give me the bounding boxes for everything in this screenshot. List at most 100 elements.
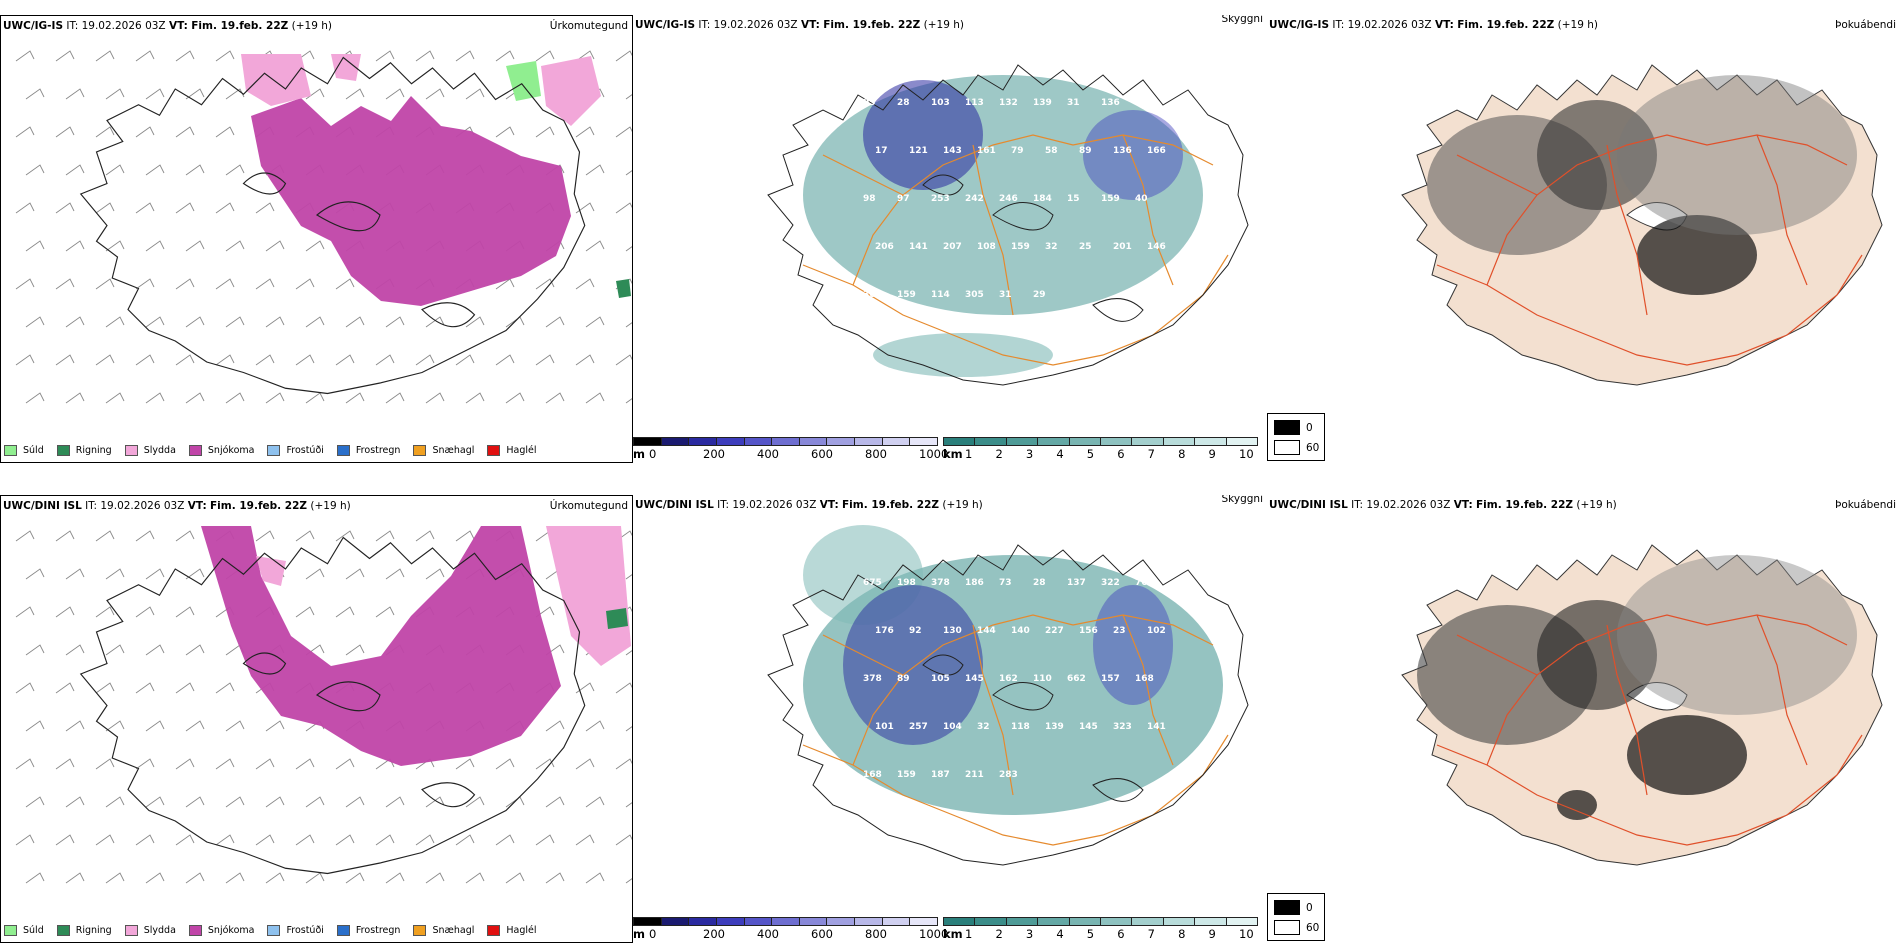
cloudbase-value: 146 <box>1147 242 1166 252</box>
cloudbase-value: 168 <box>863 770 882 780</box>
wind-barb <box>625 878 632 884</box>
legend-swatch <box>267 924 281 936</box>
colorbar-segment <box>909 917 938 926</box>
cloudbase-value: 95 <box>863 98 876 108</box>
colorbar-segment <box>1037 437 1070 446</box>
wind-barb <box>545 872 565 884</box>
road-network <box>802 614 1229 846</box>
colorbar-segment <box>660 917 690 926</box>
fog-legend: 0 60 <box>1267 413 1325 461</box>
wind-barb <box>465 392 485 404</box>
panel-title: Skyggni <box>1221 495 1264 505</box>
legend-swatch <box>124 924 138 936</box>
wind-barb <box>95 606 115 618</box>
colorbar-tick: 7 <box>1147 447 1155 461</box>
cloudbase-value: 242 <box>965 194 984 204</box>
panel-title: Þokuábendi <box>1835 19 1896 31</box>
wind-barb <box>145 720 165 732</box>
wind-barb <box>145 568 165 580</box>
wind-barb <box>55 354 75 366</box>
wind-barb <box>265 316 285 328</box>
colorbar-tick: 600 <box>811 447 833 461</box>
cloudbase-value: 31 <box>999 290 1012 300</box>
wind-barb <box>465 316 485 328</box>
cloudbase-value: 198 <box>897 578 916 588</box>
wind-barb <box>585 316 605 328</box>
legend-label: Frostregn <box>355 444 401 456</box>
colorbar-segment <box>1005 917 1039 926</box>
legend-swatch <box>188 924 202 936</box>
cloudbase-value: 187 <box>931 770 950 780</box>
wind-barb <box>105 316 125 328</box>
wind-barb <box>65 644 85 656</box>
colorbar-segment <box>1131 437 1164 446</box>
glacier-outline <box>992 202 1054 231</box>
lead-time: (+19 h) <box>1557 19 1598 31</box>
wind-barb <box>105 392 125 404</box>
cloudbase-value: 140 <box>1011 626 1030 636</box>
wind-barb <box>415 354 435 366</box>
colorbar-tick: 0 <box>649 927 657 941</box>
legend-item: Slydda <box>124 444 176 456</box>
legend-label: Snæhagl <box>432 924 475 936</box>
wind-barb <box>15 682 35 694</box>
colorbar-tick: 2 <box>995 927 1003 941</box>
cloudbase-value: 101 <box>875 722 894 732</box>
wind-barb <box>225 240 245 252</box>
colorbar-segment <box>798 917 828 926</box>
glacier-outline <box>922 654 964 676</box>
legend-label: Frostúði <box>286 444 324 456</box>
wind-barb <box>135 606 155 618</box>
legend-label: Snjókoma <box>207 444 255 456</box>
wind-barb <box>105 796 125 808</box>
cloudbase-value: 110 <box>1033 674 1052 684</box>
fog-legend-value: 0 <box>1306 901 1313 914</box>
wind-barb <box>145 644 165 656</box>
vt-value: Fim. 19.feb. 22Z <box>191 20 289 32</box>
model-name: UWC/IG-IS <box>635 19 696 31</box>
drizzle-areas <box>506 61 541 101</box>
cloudbase-value: 98 <box>863 194 876 204</box>
wind-barb <box>95 50 115 62</box>
wind-barb <box>625 246 632 252</box>
colorbar-tick: 600 <box>811 927 833 941</box>
wind-barb <box>615 354 632 366</box>
cloudbase-value: 168 <box>1135 674 1154 684</box>
wind-barb <box>495 834 515 846</box>
wind-barb <box>345 88 365 100</box>
wind-barb <box>145 392 165 404</box>
road-line <box>1436 734 1863 846</box>
wind-barb <box>95 834 115 846</box>
wind-barb <box>215 278 235 290</box>
wind-barb <box>535 278 555 290</box>
wind-barb <box>255 530 275 542</box>
precip-legend: Súld Rigning Slydda Snjókoma Frostúði Frostre… <box>4 438 550 462</box>
cloudbase-value: 15 <box>1067 194 1080 204</box>
cloud-map: 675 198 378 186 73 28 137 322 76 176 92 130 144 140 22… <box>767 525 1249 866</box>
cloudbase-value: 139 <box>1033 98 1052 108</box>
wind-barb <box>335 278 355 290</box>
wind-barb <box>135 50 155 62</box>
colorbar-segment <box>1068 437 1101 446</box>
it-value: 19.02.2026 03Z <box>1347 19 1432 31</box>
wind-barb <box>265 796 285 808</box>
cloudbase-value: 40 <box>1135 194 1148 204</box>
wind-barb <box>15 50 35 62</box>
glacier-outline <box>421 302 476 328</box>
wind-barb <box>585 872 605 884</box>
colorbar-segment <box>943 917 976 926</box>
road-line <box>1456 154 1538 196</box>
road-line <box>1606 624 1648 796</box>
cloudbase-value: 136 <box>1101 98 1120 108</box>
wind-barb <box>625 574 632 580</box>
wind-barb <box>105 720 125 732</box>
cloudbase-value: 31 <box>1067 98 1080 108</box>
wind-barb <box>255 202 275 214</box>
fog-legend-row: 0 <box>1274 900 1313 915</box>
fog-map <box>1401 64 1883 386</box>
wind-barb <box>295 834 315 846</box>
wind-barb <box>65 164 85 176</box>
legend-swatch <box>56 924 70 936</box>
colorbar-tick: 8 <box>1178 447 1186 461</box>
colorbar-tick: 800 <box>865 447 887 461</box>
